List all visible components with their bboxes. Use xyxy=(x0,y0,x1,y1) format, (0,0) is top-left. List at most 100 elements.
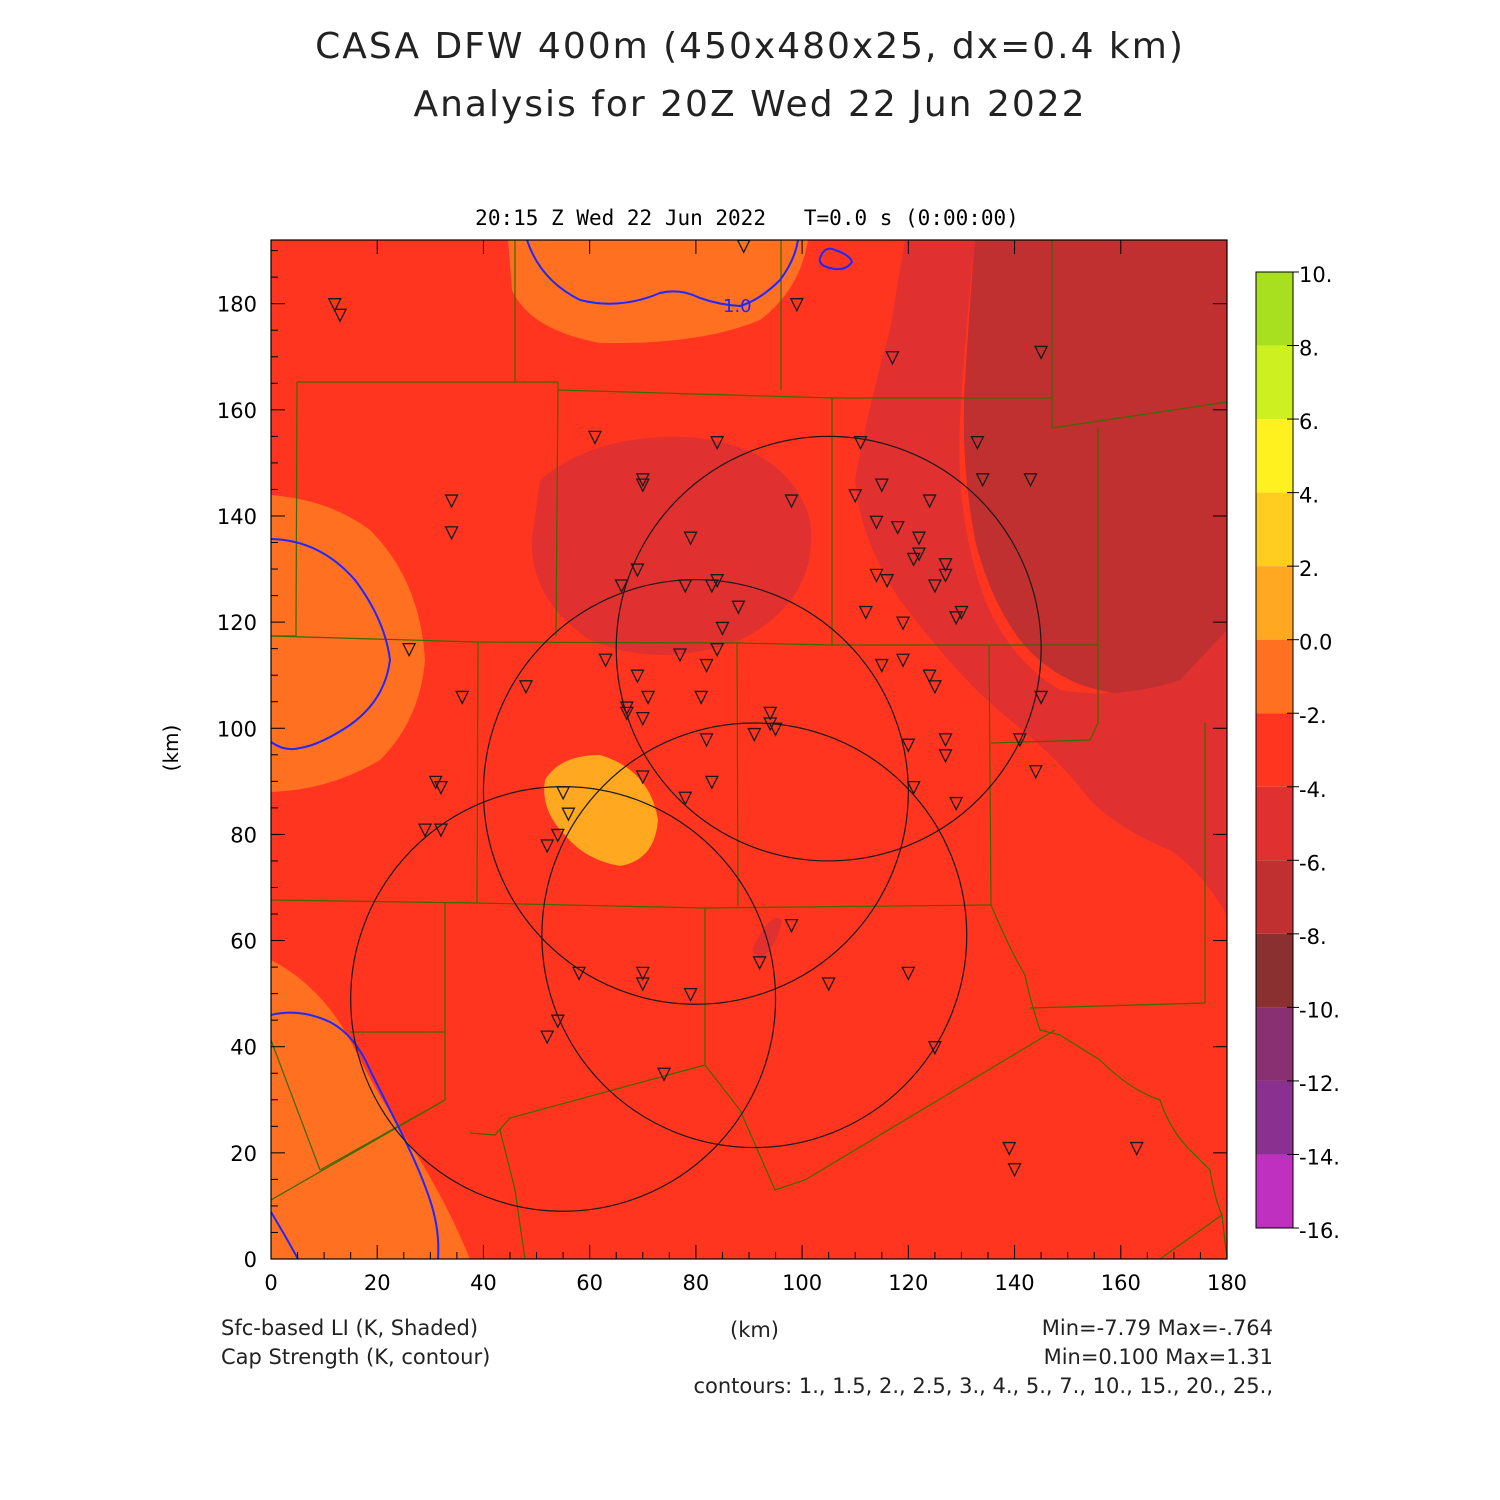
station-marker xyxy=(763,717,778,732)
station-marker xyxy=(704,775,719,790)
station-marker xyxy=(455,690,470,705)
colorbar-frame xyxy=(1255,271,1294,1229)
station-marker xyxy=(874,658,889,674)
li-region-dark xyxy=(905,240,1227,695)
station-marker xyxy=(656,1067,672,1082)
station-marker xyxy=(880,574,895,589)
x-tick-label: 60 xyxy=(576,1271,603,1295)
station-marker xyxy=(938,733,953,748)
station-marker xyxy=(550,1014,565,1029)
station-marker xyxy=(635,473,650,488)
figure-title: CASA DFW 400m (450x480x25, dx=0.4 km) xyxy=(315,26,1185,67)
station-marker xyxy=(715,621,730,636)
station-marker xyxy=(635,770,650,785)
colorbar-swatch xyxy=(1256,492,1293,567)
colorbar: 10. 8. 6. 4. 2. 0.0 -2. -4. -6. -8. -10. -12. -14. -1… xyxy=(1255,263,1340,1243)
station-marker xyxy=(938,749,953,764)
station-marker xyxy=(752,956,767,971)
station-marker xyxy=(869,568,884,583)
li-region-orange-north xyxy=(508,240,808,344)
station-marker xyxy=(848,489,863,504)
station-marker xyxy=(1129,1141,1144,1157)
station-marker xyxy=(1002,1141,1017,1157)
station-marker xyxy=(630,669,645,684)
y-tick-label: 140 xyxy=(217,505,257,529)
colorbar-swatch xyxy=(1256,272,1293,346)
station-marker xyxy=(327,298,342,313)
x-axis: 0 20 40 60 80 100 120 140 160 180 xyxy=(264,240,1247,1295)
station-marker xyxy=(433,823,449,838)
county-boundaries xyxy=(271,240,1227,1259)
contour-label: 1.0 xyxy=(723,296,752,317)
x-tick-label: 100 xyxy=(782,1271,822,1295)
station-marker xyxy=(598,653,613,668)
station-marker xyxy=(683,987,698,1003)
station-marker xyxy=(784,494,799,509)
colorbar-label: 4. xyxy=(1299,484,1319,508)
li-region-red-center xyxy=(531,436,812,655)
station-marker xyxy=(901,738,916,753)
station-marker xyxy=(619,701,634,716)
station-marker xyxy=(901,966,916,981)
colorbar-label: 8. xyxy=(1299,337,1319,361)
station-marker xyxy=(970,436,985,451)
station-marker xyxy=(635,478,650,493)
contour-levels: contours: 1., 1.5, 2., 2.5, 3., 4., 5., … xyxy=(693,1374,1273,1398)
station-marker xyxy=(975,473,990,488)
station-marker xyxy=(949,796,964,812)
station-marker xyxy=(433,781,449,796)
station-marker xyxy=(911,547,927,562)
colorbar-label: -6. xyxy=(1299,851,1327,875)
station-marker xyxy=(731,600,746,615)
station-marker xyxy=(922,494,937,509)
station-marker xyxy=(678,791,693,806)
station-marker xyxy=(784,918,799,934)
station-marker xyxy=(1012,733,1027,748)
station-marker xyxy=(906,552,921,567)
colorbar-swatch xyxy=(1256,639,1293,714)
station-marker xyxy=(332,308,348,323)
station-marker xyxy=(635,712,650,727)
station-marker xyxy=(1034,690,1049,705)
station-marker xyxy=(938,568,953,583)
colorbar-label: -12. xyxy=(1299,1072,1340,1096)
station-marker xyxy=(789,298,804,313)
y-tick-label: 80 xyxy=(230,823,257,847)
cap-strength-contours xyxy=(271,240,854,1259)
colorbar-swatch xyxy=(1256,1080,1293,1155)
radar-ring xyxy=(482,579,909,1005)
radar-ring xyxy=(541,722,968,1149)
colorbar-swatch xyxy=(1256,786,1293,861)
y-tick-label: 60 xyxy=(230,930,257,954)
station-marker xyxy=(938,558,953,573)
x-tick-label: 180 xyxy=(1207,1271,1247,1295)
station-marker xyxy=(858,605,873,620)
station-marker xyxy=(869,515,884,530)
colorbar-swatch xyxy=(1256,1154,1293,1228)
colorbar-label: 2. xyxy=(1299,557,1319,581)
station-marker xyxy=(927,579,942,594)
radar-ring xyxy=(615,435,1042,862)
station-marker xyxy=(694,690,709,705)
station-marker xyxy=(540,1030,555,1045)
colorbar-swatch xyxy=(1256,1007,1293,1081)
colorbar-swatch xyxy=(1256,860,1293,934)
colorbar-swatch xyxy=(1256,566,1293,640)
y-tick-label: 40 xyxy=(230,1036,257,1060)
station-marker xyxy=(710,436,725,451)
colorbar-label: -2. xyxy=(1299,704,1327,728)
x-tick-label: 20 xyxy=(364,1271,391,1295)
station-marker xyxy=(571,966,587,981)
station-marker xyxy=(710,643,725,658)
station-marker xyxy=(1028,765,1043,780)
station-marker xyxy=(954,605,969,620)
li-region-red-east xyxy=(855,240,1227,915)
colorbar-label: 0.0 xyxy=(1299,631,1332,655)
station-marker xyxy=(614,579,629,594)
station-marker xyxy=(635,977,650,992)
li-region-orange-west xyxy=(271,495,425,792)
x-axis-label: (km) xyxy=(730,1318,780,1342)
x-tick-label: 40 xyxy=(470,1271,497,1295)
station-marker xyxy=(911,531,927,546)
